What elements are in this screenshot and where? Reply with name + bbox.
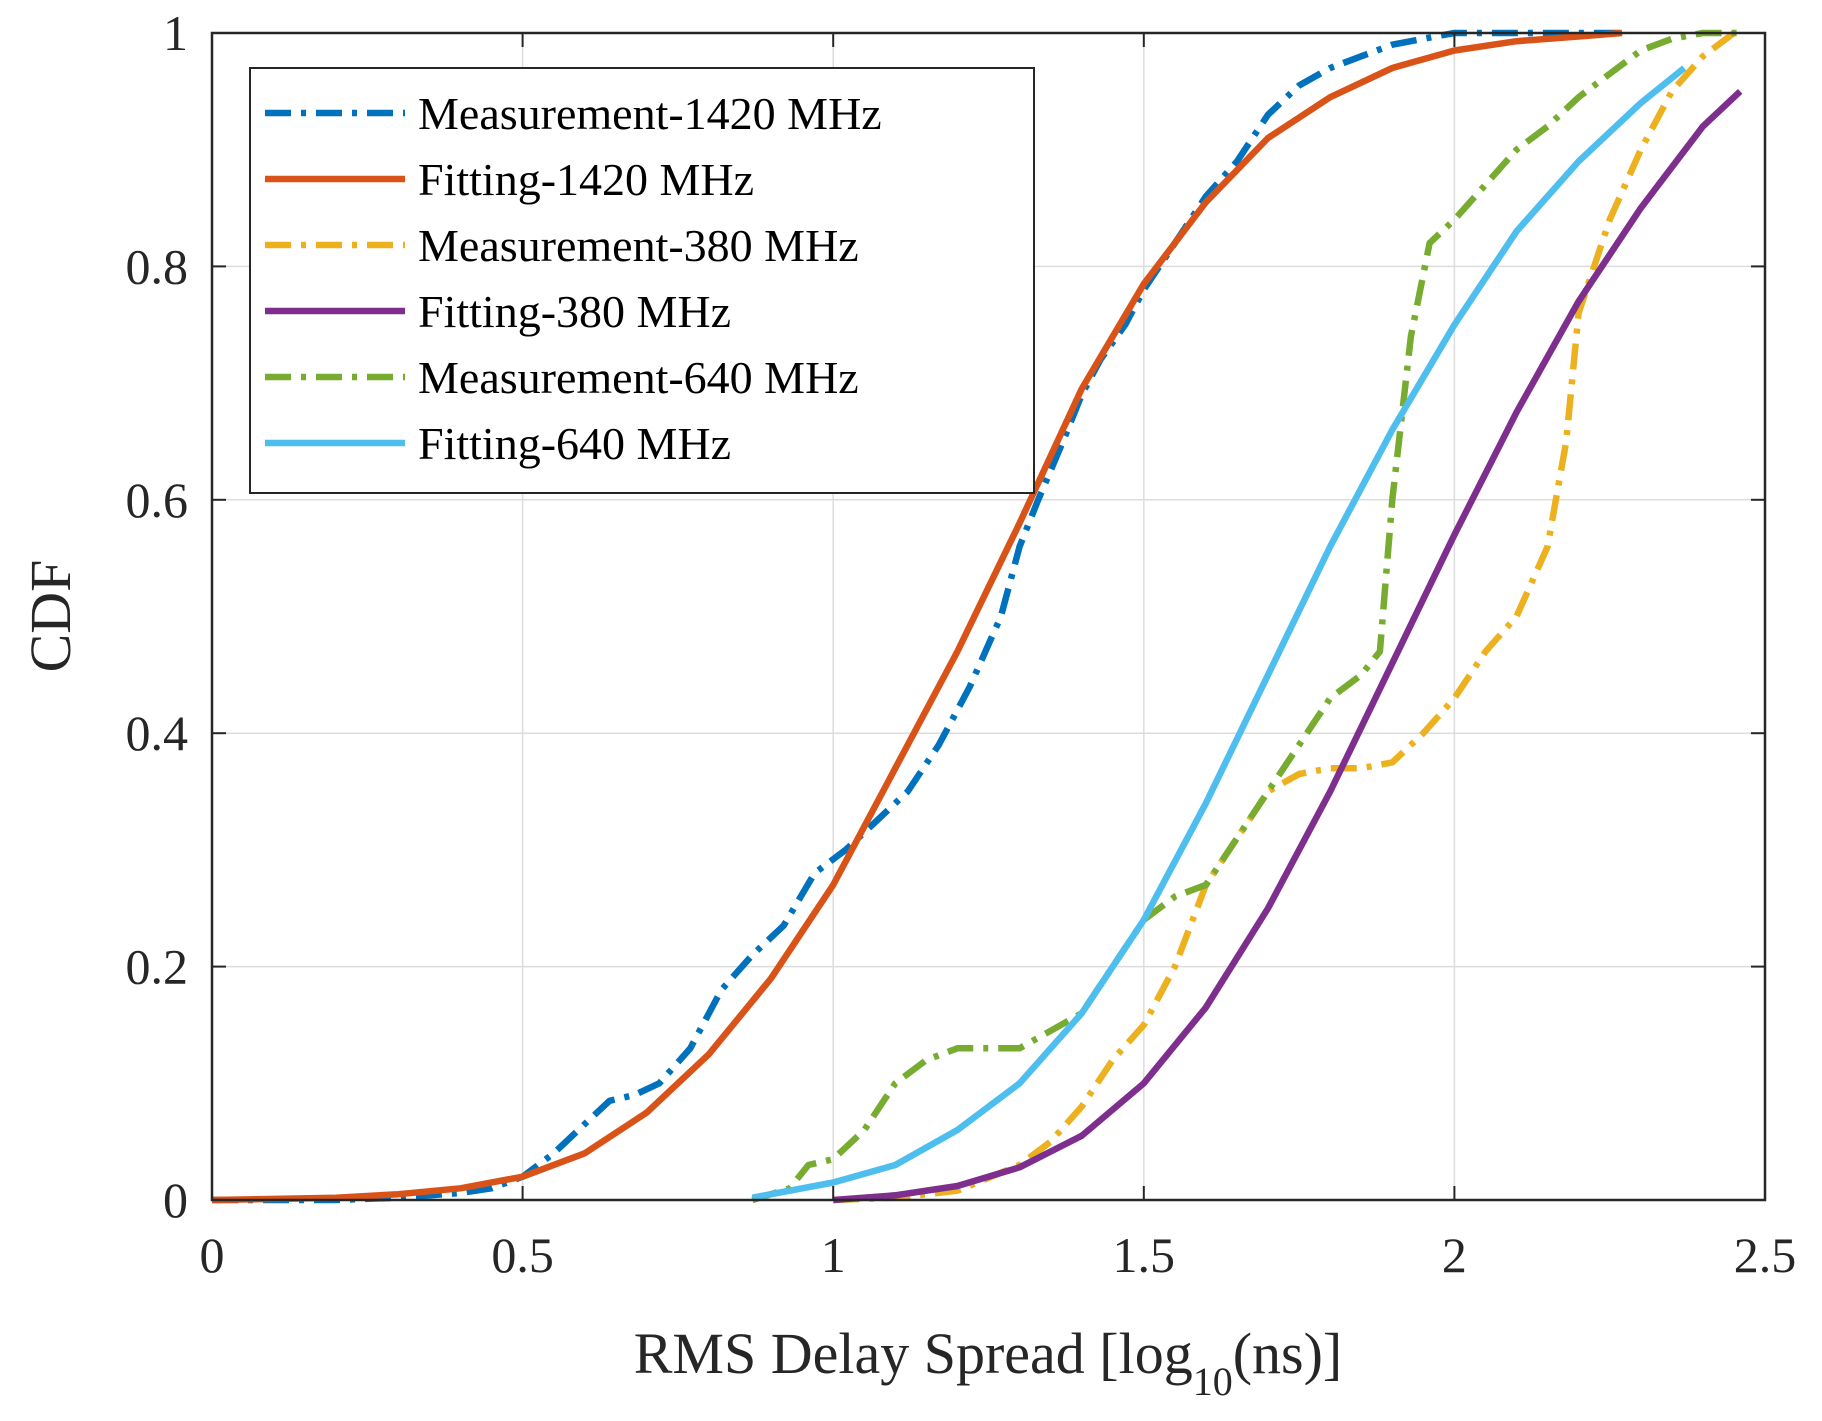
legend-label-fitting-640-mhz: Fitting-640 MHz [418,418,731,469]
x-axis-title-subscript: 10 [1193,1359,1233,1404]
x-tick-label: 2 [1442,1227,1467,1283]
series-lines [211,29,1743,1204]
x-tick-label: 2.5 [1734,1227,1797,1283]
x-tick-label: 0 [200,1227,225,1283]
legend-label-fitting-380-mhz: Fitting-380 MHz [418,286,731,337]
legend-label-measurement-380-mhz: Measurement-380 MHz [418,220,859,271]
legend-label-measurement-640-mhz: Measurement-640 MHz [418,352,859,403]
x-tick-label: 0.5 [491,1227,554,1283]
y-axis-title: CDF [18,560,83,673]
series-line-fitting-1420-mhz [211,29,1623,1204]
x-axis-title-prefix: RMS Delay Spread [log [634,1321,1193,1386]
tick-labels: 0 0.5 1 1.5 2 2.5 0 0.2 0.4 0.6 0.8 1 [126,5,1797,1283]
y-tick-label: 0.8 [126,238,189,294]
x-tick-label: 1 [821,1227,846,1283]
series-line-measurement-380-mhz [833,30,1736,1204]
x-axis-title-suffix: (ns)] [1233,1321,1343,1386]
plot-area-frame [210,31,1767,1202]
y-tick-label: 0.4 [126,705,189,761]
legend-label-measurement-1420-mhz: Measurement-1420 MHz [418,88,882,139]
y-tick-label: 1 [163,5,188,61]
legend-entries: Measurement-1420 MHz Fitting-1420 MHz Meas… [265,88,882,469]
x-tick-label: 1.5 [1113,1227,1176,1283]
y-tick-label: 0.6 [126,472,189,528]
y-tick-label: 0 [163,1172,188,1228]
series-line-measurement-1420-mhz [212,29,1623,1204]
axis-ticks [211,32,1766,1201]
series-line-measurement-640-mhz [751,29,1741,1204]
series-line-fitting-640-mhz [751,65,1687,1201]
legend: Measurement-1420 MHz Fitting-1420 MHz Meas… [249,67,1035,494]
series-line-fitting-380-mhz [832,89,1743,1204]
x-axis-title: RMS Delay Spread [log10(ns)] [634,1321,1343,1404]
y-tick-label: 0.2 [126,939,189,995]
legend-box [249,67,1035,494]
legend-label-fitting-1420-mhz: Fitting-1420 MHz [418,154,754,205]
